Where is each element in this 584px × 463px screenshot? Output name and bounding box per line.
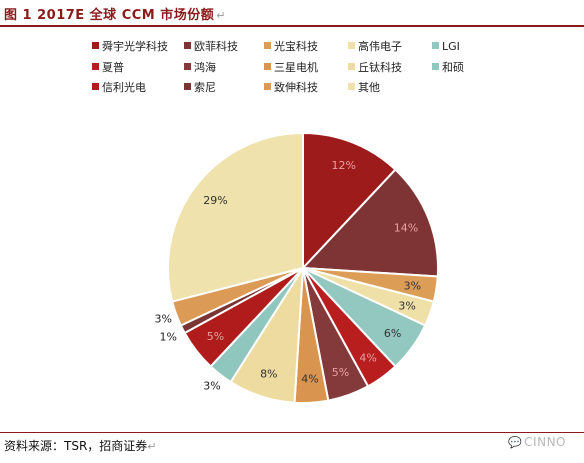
source-text: 资料来源：TSR，招商证券 [4, 439, 148, 453]
figure-caption-text: 图 1 2017E 全球 CCM 市场份额 [4, 8, 215, 23]
legend-swatch [348, 42, 355, 49]
legend-item: LGI [432, 40, 460, 54]
figure-caption: 图 1 2017E 全球 CCM 市场份额 ↵ [4, 4, 226, 23]
slice-label: 3% [155, 312, 172, 325]
legend-swatch [348, 83, 355, 90]
legend-label: 高伟电子 [358, 40, 402, 53]
slice-label: 4% [301, 372, 318, 385]
legend-label: 信利光电 [102, 81, 146, 94]
legend-item: 鸿海 [184, 61, 216, 75]
slice-label: 3% [398, 300, 415, 313]
legend-label: 丘钛科技 [358, 61, 402, 74]
source-note: 资料来源：TSR，招商证券↵ [4, 437, 157, 454]
legend-item: 索尼 [184, 81, 216, 95]
legend-item: 高伟电子 [348, 40, 402, 54]
legend-swatch [432, 42, 439, 49]
legend-item: 丘钛科技 [348, 61, 402, 75]
legend-label: 三星电机 [274, 61, 318, 74]
legend-item: 欧菲科技 [184, 40, 238, 54]
pie-slice [302, 131, 397, 271]
legend-item: 信利光电 [92, 81, 146, 95]
legend-label: 索尼 [194, 81, 216, 94]
legend-swatch [184, 83, 191, 90]
slice-label: 4% [359, 352, 376, 365]
slice-label: 3% [203, 379, 220, 392]
watermark-text: CINNO [524, 435, 566, 449]
legend-item: 三星电机 [264, 61, 318, 75]
legend-swatch [264, 63, 271, 70]
caption-rule [0, 25, 584, 27]
legend-swatch [92, 42, 99, 49]
speech-bubble-icon: 💬 [507, 436, 523, 449]
slice-label: 5% [207, 330, 224, 343]
legend-swatch [264, 83, 271, 90]
slice-label: 1% [160, 331, 177, 344]
paragraph-mark: ↵ [216, 9, 226, 22]
legend-item: 和硕 [432, 61, 464, 75]
watermark: 💬 CINNO [508, 435, 566, 449]
legend-label: 致伸科技 [274, 81, 318, 94]
source-paragraph-mark: ↵ [147, 440, 157, 453]
legend-label: 光宝科技 [274, 40, 318, 53]
legend-item: 夏普 [92, 61, 124, 75]
legend-swatch [432, 63, 439, 70]
slice-label: 8% [260, 367, 277, 380]
legend-label: LGI [442, 40, 460, 53]
slice-label: 29% [203, 194, 227, 207]
legend-label: 欧菲科技 [194, 40, 238, 53]
legend-item: 其他 [348, 81, 380, 95]
legend-swatch [184, 63, 191, 70]
slice-label: 6% [384, 327, 401, 340]
legend-item: 致伸科技 [264, 81, 318, 95]
slice-label: 3% [404, 279, 421, 292]
chart-legend: 舜宇光学科技 欧菲科技 光宝科技 高伟电子 LGI 夏普 鸿海 三星电机 丘钛科技 和硕信利光电 索… [92, 40, 492, 106]
legend-label: 其他 [358, 81, 380, 94]
pie-chart: 12% 14% 3% 3% 6% 4% 5% 4% 8% 3% 5% 1% 3% 29% [155, 131, 439, 404]
slice-label: 5% [332, 366, 349, 379]
source-rule [0, 432, 584, 433]
legend-swatch [92, 83, 99, 90]
legend-swatch [184, 42, 191, 49]
slice-label: 14% [394, 221, 418, 234]
legend-item: 舜宇光学科技 [92, 40, 168, 54]
legend-label: 鸿海 [194, 61, 216, 74]
legend-swatch [264, 42, 271, 49]
legend-swatch [348, 63, 355, 70]
legend-label: 夏普 [102, 61, 124, 74]
pie-slice [300, 168, 439, 278]
legend-label: 舜宇光学科技 [102, 40, 168, 53]
legend-swatch [92, 63, 99, 70]
slice-label: 12% [332, 159, 356, 172]
legend-item: 光宝科技 [264, 40, 318, 54]
legend-label: 和硕 [442, 61, 464, 74]
pie-slice [167, 131, 304, 303]
